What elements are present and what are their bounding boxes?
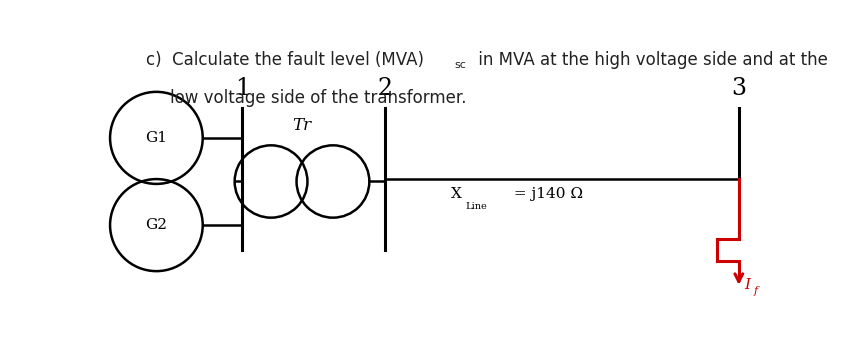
Text: G2: G2 [145,218,167,232]
Text: 2: 2 [377,77,392,100]
Text: f: f [753,286,757,296]
Text: low voltage side of the transformer.: low voltage side of the transformer. [170,89,466,107]
Text: X: X [450,187,461,201]
Text: = j140 Ω: = j140 Ω [508,187,583,201]
Text: G1: G1 [145,131,167,145]
Text: Line: Line [465,202,487,211]
Text: 3: 3 [730,77,746,100]
Text: Tr: Tr [292,118,311,135]
Text: c)  Calculate the fault level (MVA): c) Calculate the fault level (MVA) [147,51,424,69]
Text: 1: 1 [235,77,250,100]
Text: sc: sc [454,60,466,70]
Text: I: I [743,278,749,292]
Text: in MVA at the high voltage side and at the: in MVA at the high voltage side and at t… [473,51,827,69]
